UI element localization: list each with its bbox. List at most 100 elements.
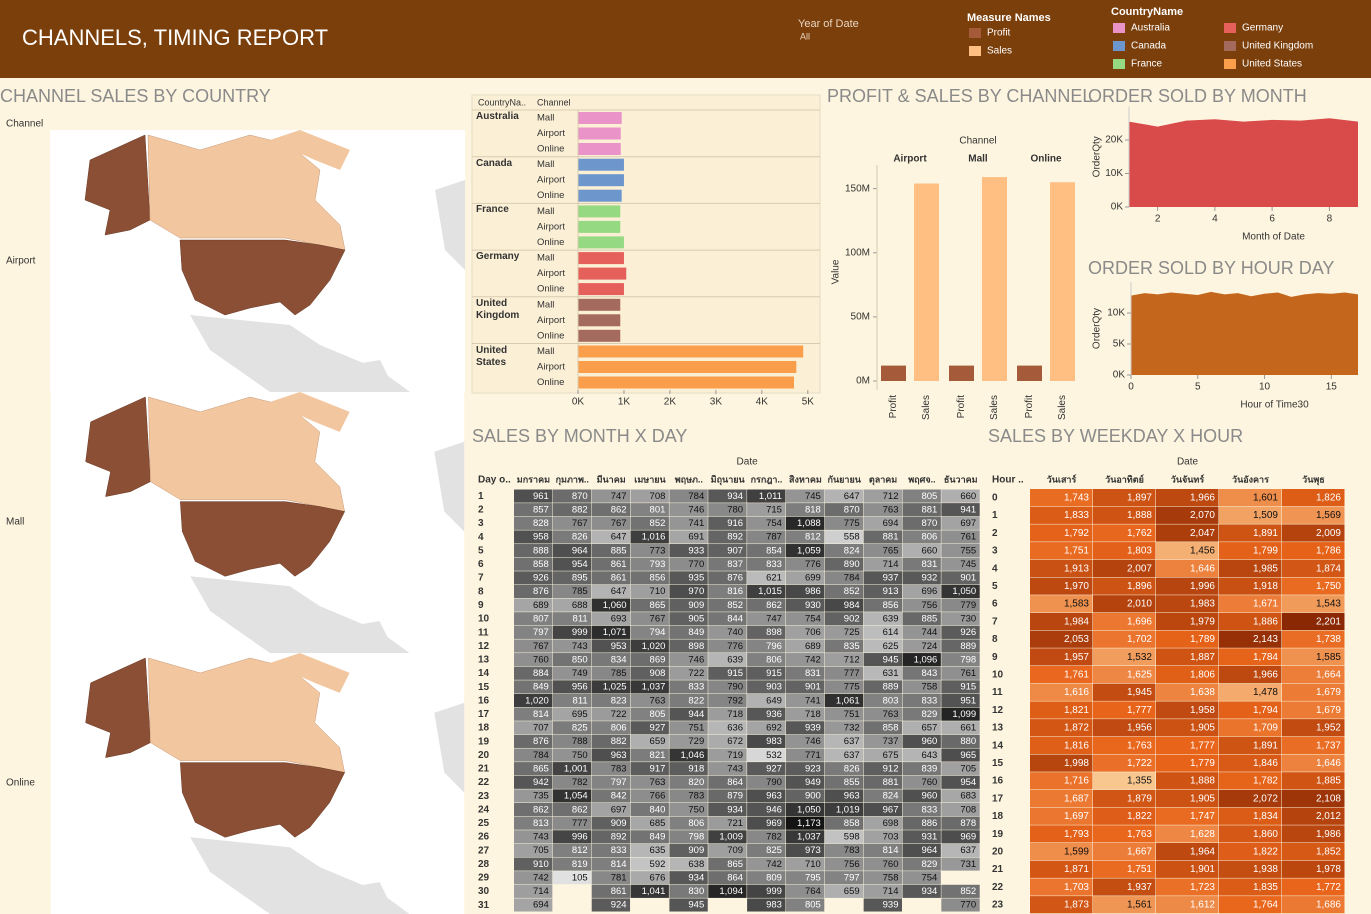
heat-cell — [902, 884, 941, 898]
heat-cell — [1156, 542, 1219, 560]
cell-value: 880 — [960, 736, 976, 747]
cell-value: 532 — [766, 750, 782, 761]
cell-value: 703 — [883, 832, 899, 843]
heat-cell — [552, 734, 592, 748]
heat-cell — [514, 830, 553, 844]
cell-value: 1,016 — [642, 532, 666, 543]
cell-value: 823 — [611, 695, 627, 706]
channel-label: Mall — [537, 346, 554, 357]
cell-value: 954 — [960, 777, 976, 788]
heat-cell — [514, 639, 553, 653]
heat-cell — [552, 789, 592, 803]
heat-cell — [1030, 754, 1093, 772]
cell-value: 1,833 — [1064, 510, 1089, 521]
heat-cell — [514, 571, 553, 585]
heat-cell — [630, 789, 669, 803]
filter-value[interactable]: All — [800, 31, 810, 41]
heat-cell — [708, 802, 747, 817]
heat-cell — [591, 503, 631, 517]
cell-value: 934 — [727, 804, 743, 815]
cell-value: 945 — [883, 654, 899, 665]
cell-value: 1,945 — [1127, 687, 1152, 698]
heat-cell — [747, 612, 786, 626]
cell-value: 798 — [688, 832, 704, 843]
cell-value: 1,060 — [603, 600, 627, 611]
heat-cell — [824, 734, 864, 748]
heat-cell — [824, 707, 864, 721]
heat-cell — [1219, 648, 1282, 666]
heat-cell — [708, 557, 747, 571]
cell-value: 2,108 — [1316, 793, 1341, 804]
heat-cell — [941, 884, 980, 898]
cell-value: 708 — [650, 491, 666, 502]
cell-value: 1,984 — [1064, 616, 1089, 627]
cell-value: 783 — [844, 845, 860, 856]
cell-value: 797 — [533, 627, 549, 638]
cell-value: 888 — [533, 545, 549, 556]
heat-cell — [514, 516, 553, 530]
cell-value: 699 — [805, 573, 821, 584]
legend-swatch — [1224, 23, 1236, 33]
heat-cell — [1030, 701, 1093, 719]
heat-cell — [552, 693, 592, 708]
cell-value: 1,979 — [1190, 616, 1215, 627]
x-tick-label: 2K — [664, 397, 677, 408]
cell-value: 712 — [883, 491, 899, 502]
cell-value: 813 — [533, 818, 549, 829]
heat-cell — [630, 503, 669, 517]
cell-value: 939 — [805, 723, 821, 734]
heat-cell — [669, 721, 708, 735]
heat-cell — [1030, 666, 1093, 684]
heat-cell — [1156, 648, 1219, 666]
heat-cell — [1156, 489, 1219, 507]
heat-cell — [591, 775, 631, 789]
heat-cell — [591, 625, 631, 639]
cell-value: 946 — [766, 804, 782, 815]
heat-cell — [785, 653, 825, 667]
row-label: 20 — [478, 750, 490, 761]
heat-cell — [1030, 843, 1093, 861]
heat-cell — [902, 830, 941, 844]
heat-cell — [785, 571, 825, 585]
heat-cell — [669, 857, 708, 871]
cell-value: 1,478 — [1253, 687, 1278, 698]
heat-cell — [1156, 630, 1219, 648]
heat-cell — [747, 516, 786, 530]
heat-cell — [1156, 595, 1219, 613]
cell-value: 1,777 — [1127, 705, 1152, 716]
cell-value: 915 — [766, 668, 782, 679]
bar — [1017, 365, 1042, 381]
bar — [949, 365, 974, 381]
heat-cell — [1282, 559, 1345, 577]
heat-cell — [1219, 807, 1282, 825]
heat-cell — [1156, 896, 1219, 914]
heat-cell — [669, 734, 708, 748]
cell-value: 909 — [611, 818, 627, 829]
heat-cell — [630, 530, 669, 544]
heat-cell — [785, 612, 825, 626]
heat-cell — [552, 680, 592, 694]
heat-cell — [1282, 878, 1345, 896]
row-label: 19 — [478, 736, 490, 747]
cell-value: 826 — [844, 763, 860, 774]
legend-swatch — [969, 28, 981, 38]
cell-value: 1,846 — [1253, 758, 1278, 769]
row-label: 17 — [992, 793, 1004, 804]
cell-value: 787 — [766, 532, 782, 543]
cell-value: 621 — [766, 573, 782, 584]
cell-value: 751 — [688, 723, 704, 734]
cell-value: 1,763 — [1127, 829, 1152, 840]
legend-label: Canada — [1131, 41, 1166, 52]
y-axis-label: Value — [831, 259, 842, 284]
cell-value: 881 — [883, 777, 899, 788]
cell-value: 829 — [921, 709, 937, 720]
heat-cell — [1156, 754, 1219, 772]
heat-cell — [630, 748, 669, 762]
cell-value: 1,763 — [1127, 740, 1152, 751]
cell-value: 697 — [611, 804, 627, 815]
cell-value: 828 — [533, 518, 549, 529]
heat-cell — [824, 816, 864, 830]
cell-value: 1,957 — [1064, 652, 1089, 663]
cell-value: 855 — [844, 777, 860, 788]
